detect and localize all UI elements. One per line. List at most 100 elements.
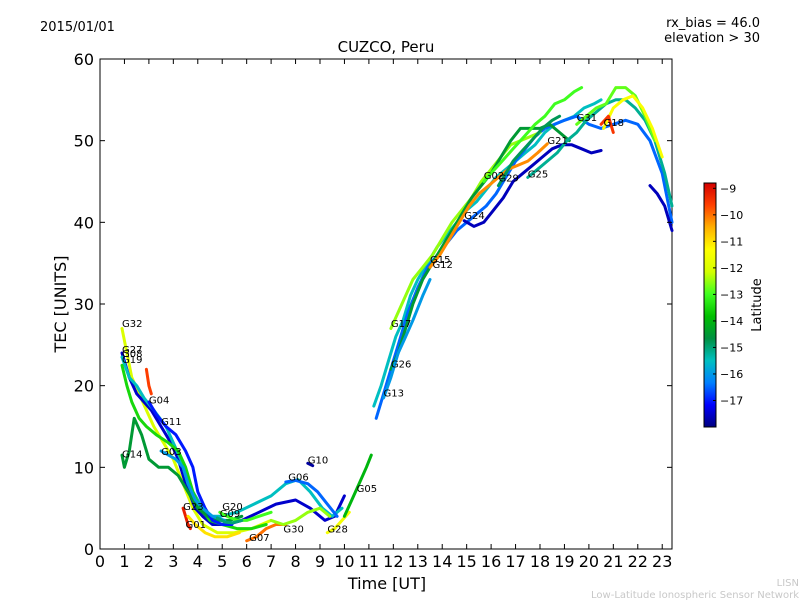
tec-series-line xyxy=(306,461,315,468)
x-tick-label: 10 xyxy=(334,552,354,571)
credit-lisn: LISN xyxy=(777,578,799,589)
x-tick-label: 22 xyxy=(628,552,648,571)
date-label: 2015/01/01 xyxy=(40,20,115,35)
x-tick-label: 2 xyxy=(144,552,154,571)
satellite-label: G21 xyxy=(547,136,567,147)
tec-series-line xyxy=(428,142,549,269)
satellite-label: G10 xyxy=(308,455,328,466)
satellite-label: G27 xyxy=(122,345,142,356)
satellite-label: G03 xyxy=(161,447,181,458)
satellite-label: G06 xyxy=(288,472,308,483)
credit-network: Low-Latitude Ionospheric Sensor Network xyxy=(591,590,799,600)
satellite-label: G19 xyxy=(122,355,142,366)
y-tick-label: 10 xyxy=(74,458,94,477)
satellite-label: G05 xyxy=(357,484,377,495)
satellite-label: G11 xyxy=(161,417,181,428)
tec-series-line xyxy=(496,114,562,188)
colorbar-tick-label: −17 xyxy=(720,394,743,407)
tec-series-line xyxy=(159,449,227,522)
satellite-label: G30 xyxy=(283,525,303,536)
satellite-label: G09 xyxy=(220,509,240,520)
tec-series-line xyxy=(382,278,432,400)
satellite-label: G12 xyxy=(432,260,452,271)
satellite-label: G15 xyxy=(430,255,450,266)
data-series-layer xyxy=(120,86,674,543)
tec-series-line xyxy=(181,506,192,531)
colorbar-label: Latitude xyxy=(750,278,765,332)
satellite-label: G17 xyxy=(391,319,411,330)
colorbar-tick-label: −16 xyxy=(720,368,743,381)
x-tick-label: 11 xyxy=(359,552,379,571)
x-tick-label: 15 xyxy=(456,552,476,571)
colorbar-tick-label: −10 xyxy=(720,209,743,222)
y-tick-label: 40 xyxy=(74,213,94,232)
satellite-label: G01 xyxy=(186,520,206,531)
x-tick-label: 13 xyxy=(408,552,428,571)
colorbar-tick-label: −12 xyxy=(720,262,743,275)
tec-series-line xyxy=(389,122,571,371)
tec-series-line xyxy=(120,363,268,531)
satellite-label: G13 xyxy=(384,388,404,399)
colorbar-tick-label: −11 xyxy=(720,235,743,248)
y-tick-label: 20 xyxy=(74,377,94,396)
x-tick-label: 9 xyxy=(315,552,325,571)
satellite-label: G24 xyxy=(464,211,484,222)
x-tick-label: 6 xyxy=(242,552,252,571)
tec-series-line xyxy=(120,351,346,526)
satellite-label: G18 xyxy=(604,118,624,129)
tec-series-line xyxy=(186,514,241,539)
satellite-label: G08 xyxy=(122,349,142,360)
colorbar-tick-label: −9 xyxy=(720,182,736,195)
satellite-label: G28 xyxy=(327,525,347,536)
satellite-label: G23 xyxy=(183,502,203,513)
tec-series-line xyxy=(482,86,584,183)
satellite-label: G02 xyxy=(484,171,504,182)
satellite-label: G20 xyxy=(222,502,242,513)
y-axis: 0 10 20 30 40 50 60 xyxy=(74,50,672,559)
satellite-label: G04 xyxy=(149,396,169,407)
satellite-label: G07 xyxy=(249,533,269,544)
x-tick-label: 17 xyxy=(505,552,525,571)
x-tick-label: 3 xyxy=(168,552,178,571)
x-tick-label: 7 xyxy=(266,552,276,571)
x-tick-label: 12 xyxy=(383,552,403,571)
tec-series-line xyxy=(462,143,603,228)
colorbar: −9 −10 −11 −12 −13 −14 −15 −16 −17 Latitude xyxy=(703,182,765,428)
x-tick-label: 16 xyxy=(481,552,501,571)
y-axis-label: TEC [UNITS] xyxy=(51,256,70,354)
x-tick-label: 19 xyxy=(554,552,574,571)
x-tick-label: 14 xyxy=(432,552,452,571)
satellite-label: G29 xyxy=(498,174,518,185)
satellite-label: G26 xyxy=(391,360,411,371)
tec-series-line xyxy=(648,184,674,232)
x-tick-label: 20 xyxy=(579,552,599,571)
colorbar-ticks: −9 −10 −11 −12 −13 −14 −15 −16 −17 xyxy=(713,182,743,407)
tec-series-line xyxy=(284,478,339,518)
x-axis-label: Time [UT] xyxy=(347,574,426,593)
tec-series-line xyxy=(144,367,153,396)
satellite-label: G31 xyxy=(577,113,597,124)
colorbar-gradient xyxy=(703,182,717,428)
y-tick-label: 0 xyxy=(84,540,94,559)
satellite-label: G32 xyxy=(122,319,142,330)
x-tick-label: 23 xyxy=(652,552,672,571)
x-tick-label: 0 xyxy=(95,552,105,571)
x-tick-label: 18 xyxy=(530,552,550,571)
tec-series-line xyxy=(389,131,542,330)
x-tick-label: 5 xyxy=(217,552,227,571)
x-tick-label: 1 xyxy=(119,552,129,571)
satellite-label: G14 xyxy=(122,450,142,461)
tec-series-line xyxy=(120,416,244,522)
tec-series-line xyxy=(147,400,234,526)
rx-bias-label: rx_bias = 46.0 xyxy=(666,16,760,31)
x-axis: 0 1 2 3 4 5 6 7 8 9 10 11 12 13 14 15 16 17 18 19 20 21 22 23 xyxy=(95,59,672,571)
y-tick-label: 30 xyxy=(74,295,94,314)
elevation-label: elevation > 30 xyxy=(664,31,760,46)
chart-title: CUZCO, Peru xyxy=(338,38,435,56)
tec-series-line xyxy=(269,506,332,526)
tec-series-line xyxy=(215,516,244,525)
plot-frame xyxy=(99,58,673,550)
